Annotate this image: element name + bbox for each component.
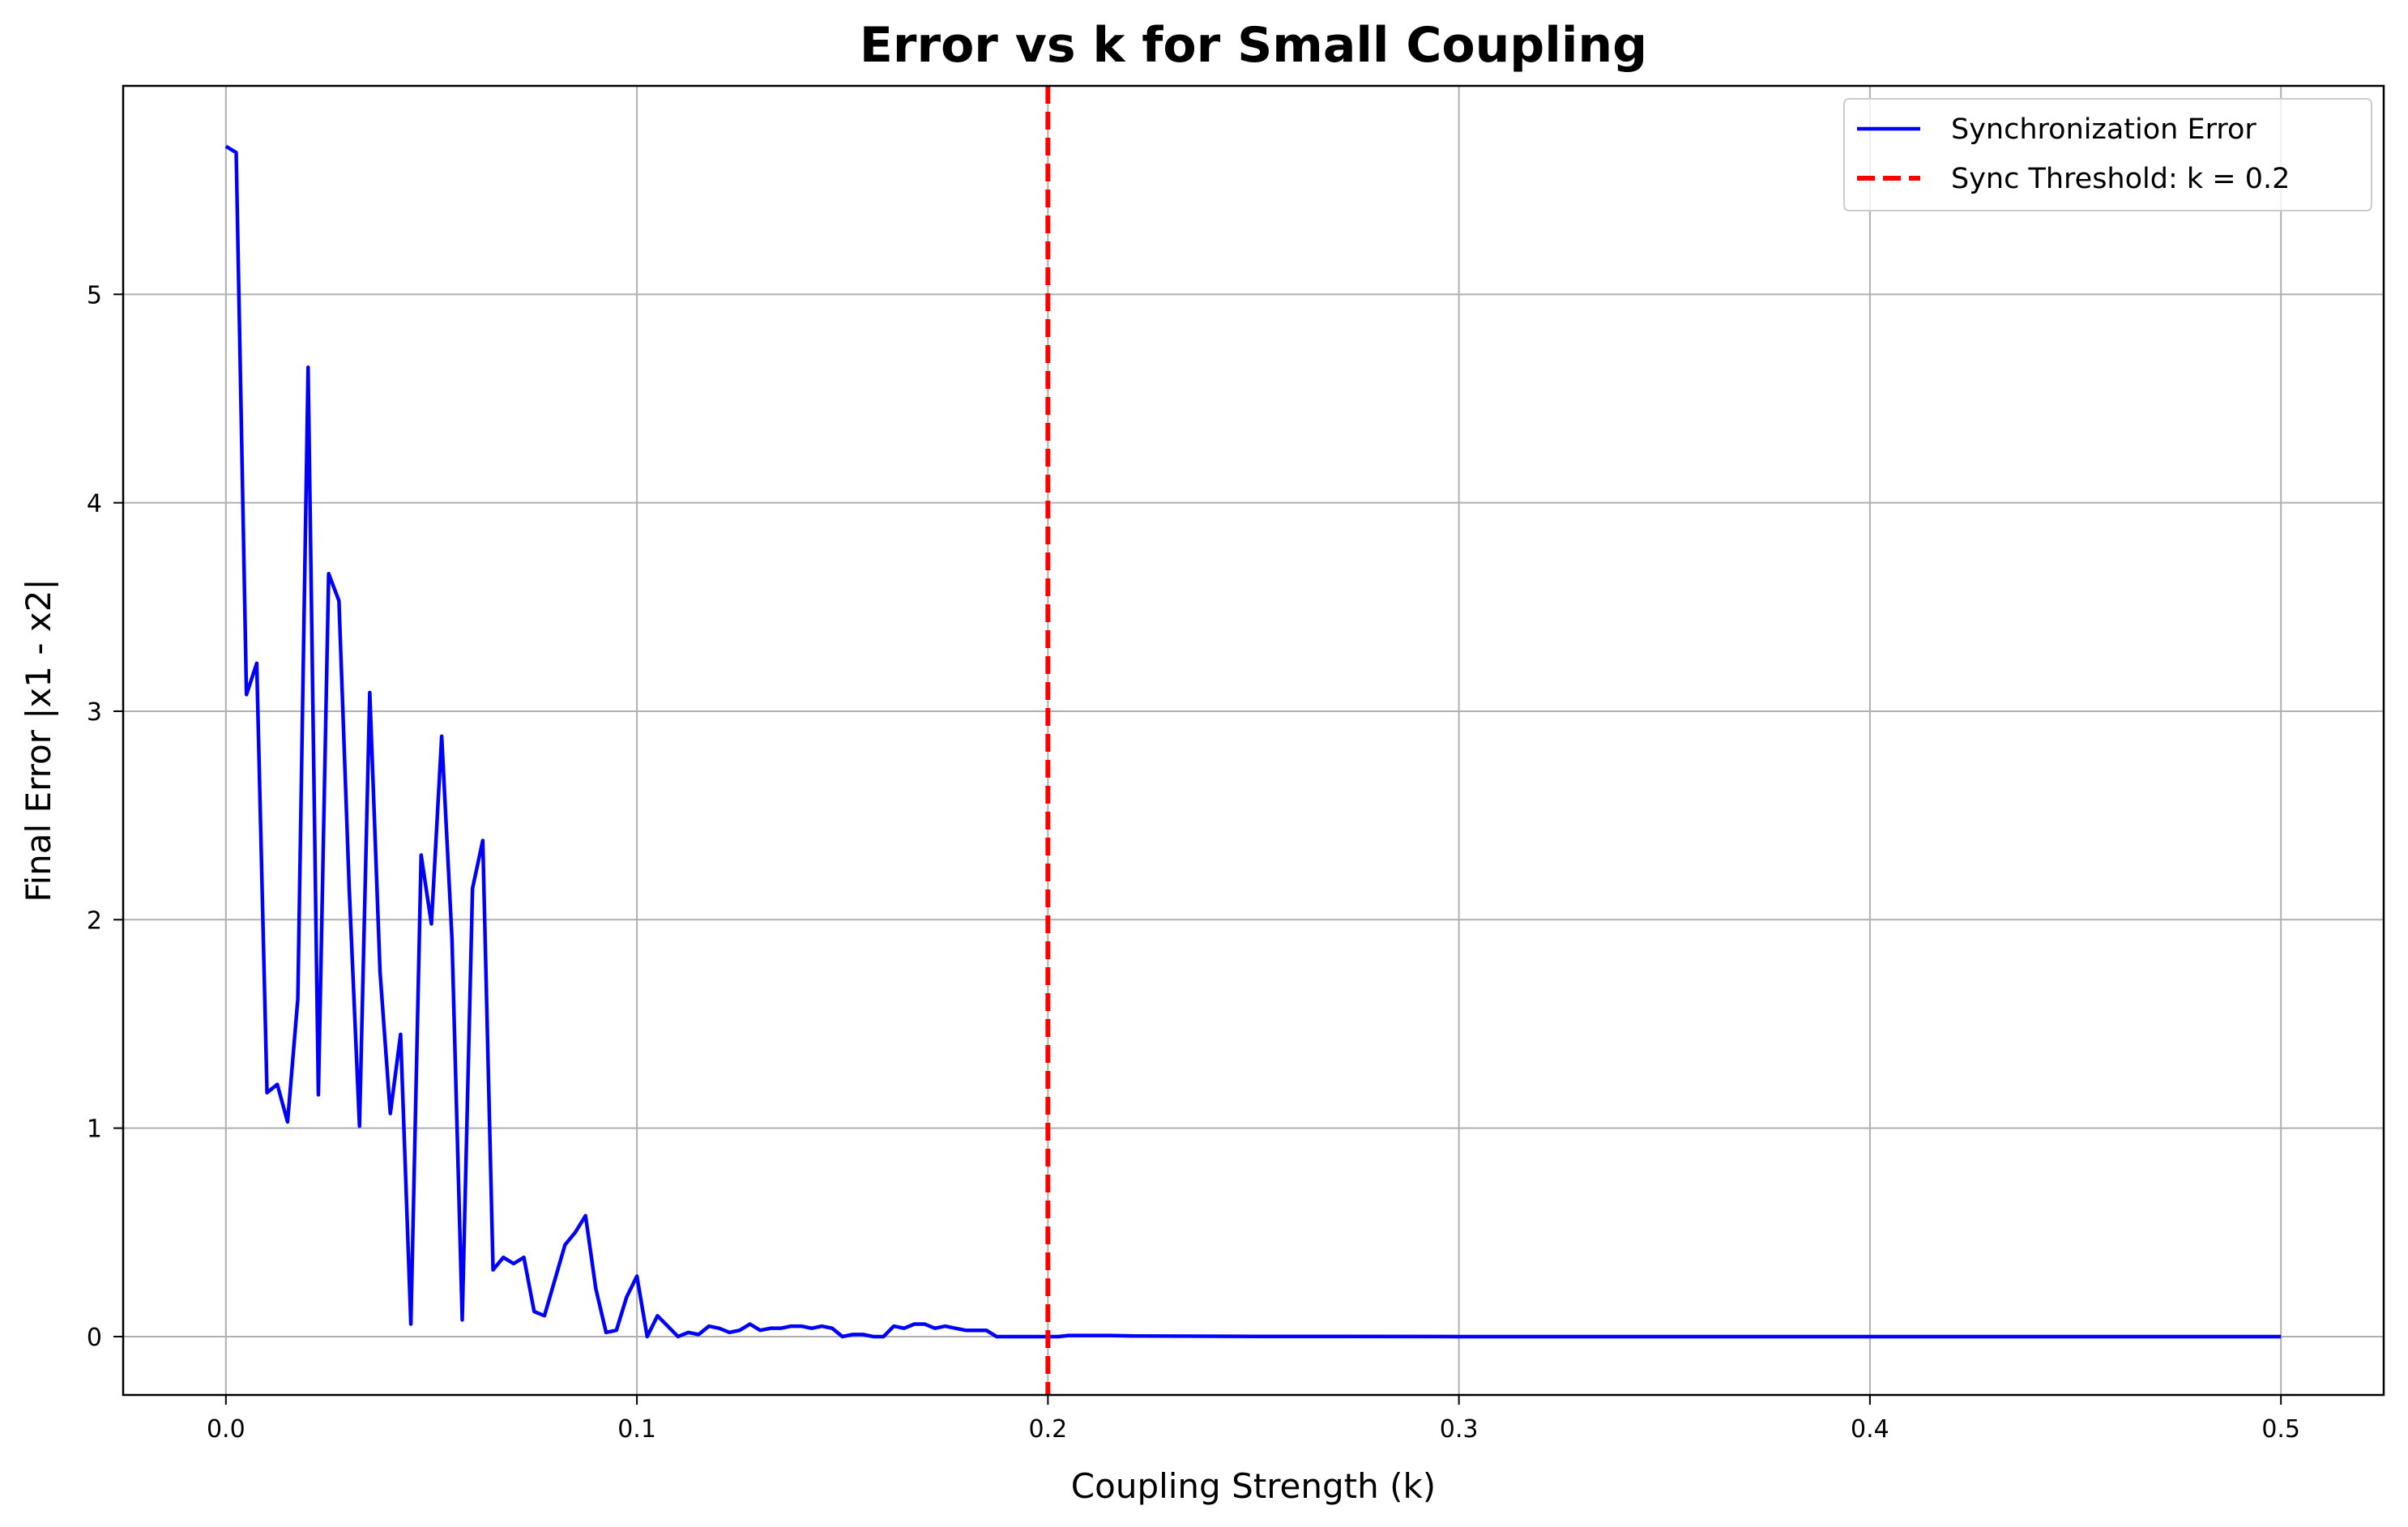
x-tick-label: 0.5	[2261, 1415, 2300, 1444]
axis-ticks: 0.0 0.1 0.2 0.3 0.4 0.5 0 1 2 3 4 5	[87, 281, 2300, 1444]
legend-box	[1843, 98, 2372, 211]
y-tick-label: 3	[87, 698, 102, 727]
y-tick-label: 2	[87, 906, 102, 935]
x-tick-label: 0.0	[207, 1415, 245, 1444]
y-axis-label: Final Error |x1 - x2|	[19, 578, 58, 902]
x-tick-label: 0.4	[1851, 1415, 1889, 1444]
data-lines	[224, 86, 2282, 1395]
y-tick-label: 4	[87, 490, 102, 518]
y-tick-label: 5	[87, 281, 102, 309]
legend: Synchronization Error Sync Threshold: k …	[1843, 98, 2372, 211]
legend-label-synchronization-error: Synchronization Error	[1951, 113, 2256, 146]
plot-frame	[122, 84, 2385, 1397]
chart-title: Error vs k for Small Coupling	[860, 17, 1647, 74]
series-line-synchronization-error	[224, 144, 2282, 1339]
x-axis-label: Coupling Strength (k)	[1071, 1466, 1436, 1506]
y-tick-label: 0	[87, 1324, 102, 1352]
x-tick-label: 0.2	[1029, 1415, 1068, 1444]
x-tick-label: 0.1	[617, 1415, 656, 1444]
y-tick-label: 1	[87, 1115, 102, 1144]
legend-label-sync-threshold: Sync Threshold: k = 0.2	[1951, 163, 2290, 195]
x-tick-label: 0.3	[1440, 1415, 1479, 1444]
